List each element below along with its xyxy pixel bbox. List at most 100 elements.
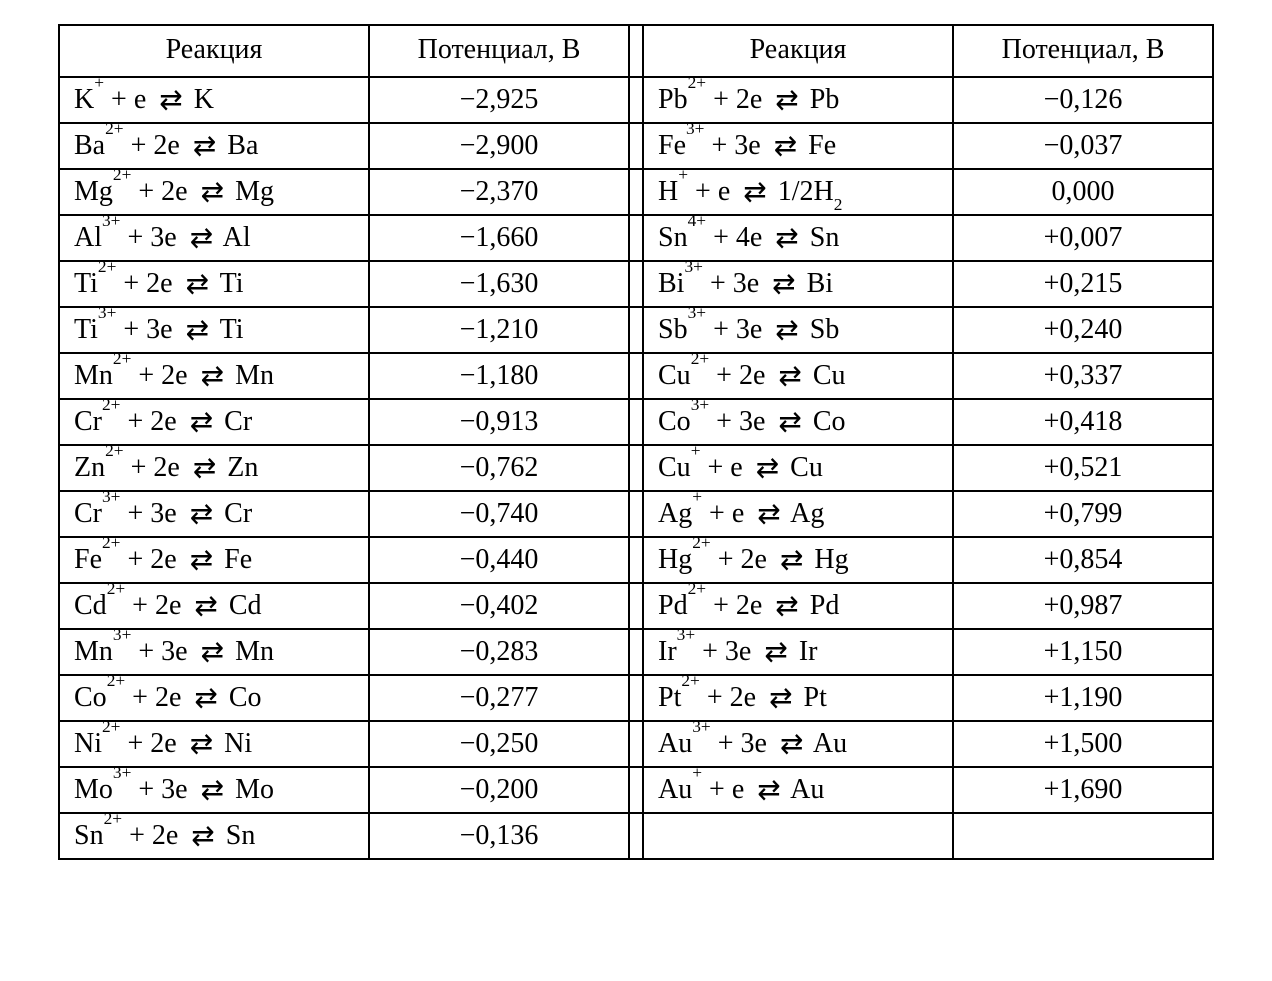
potential-cell: −0,402 bbox=[369, 583, 629, 629]
reaction-cell: Al3+ + 3e ⇄ Al bbox=[59, 215, 369, 261]
table-row: Ni2+ + 2e ⇄ Ni−0,250 Au3+ + 3e ⇄ Au+1,500 bbox=[59, 721, 1213, 767]
potential-cell: +0,240 bbox=[953, 307, 1213, 353]
potential-cell: +1,150 bbox=[953, 629, 1213, 675]
potential-cell: +0,799 bbox=[953, 491, 1213, 537]
potential-cell: −0,250 bbox=[369, 721, 629, 767]
reaction-cell: Pb2+ + 2e ⇄ Pb bbox=[643, 77, 953, 123]
separator-cell bbox=[629, 445, 643, 491]
potential-cell: 0,000 bbox=[953, 169, 1213, 215]
potential-cell: −0,913 bbox=[369, 399, 629, 445]
table-row: Zn2+ + 2e ⇄ Zn−0,762 Cu+ + e ⇄ Cu+0,521 bbox=[59, 445, 1213, 491]
table-row: Cr2+ + 2e ⇄ Cr−0,913 Co3+ + 3e ⇄ Co+0,418 bbox=[59, 399, 1213, 445]
potential-cell: −1,630 bbox=[369, 261, 629, 307]
reaction-cell: Ti2+ + 2e ⇄ Ti bbox=[59, 261, 369, 307]
potential-cell: −2,925 bbox=[369, 77, 629, 123]
table-row: Mn2+ + 2e ⇄ Mn−1,180 Cu2+ + 2e ⇄ Cu+0,337 bbox=[59, 353, 1213, 399]
reaction-cell: Ti3+ + 3e ⇄ Ti bbox=[59, 307, 369, 353]
separator-cell bbox=[629, 629, 643, 675]
potential-cell: +0,215 bbox=[953, 261, 1213, 307]
reaction-cell: Ba2+ + 2e ⇄ Ba bbox=[59, 123, 369, 169]
potential-cell: −1,210 bbox=[369, 307, 629, 353]
reaction-cell: K+ + e ⇄ K bbox=[59, 77, 369, 123]
reaction-cell: Cr2+ + 2e ⇄ Cr bbox=[59, 399, 369, 445]
table-row: Ti3+ + 3e ⇄ Ti−1,210 Sb3+ + 3e ⇄ Sb+0,240 bbox=[59, 307, 1213, 353]
reaction-cell: Sn2+ + 2e ⇄ Sn bbox=[59, 813, 369, 859]
separator-cell bbox=[629, 399, 643, 445]
reaction-cell: Au+ + e ⇄ Au bbox=[643, 767, 953, 813]
potential-cell: −0,200 bbox=[369, 767, 629, 813]
table-row: Al3+ + 3e ⇄ Al−1,660 Sn4+ + 4e ⇄ Sn+0,007 bbox=[59, 215, 1213, 261]
reaction-cell: Sn4+ + 4e ⇄ Sn bbox=[643, 215, 953, 261]
separator-cell bbox=[629, 491, 643, 537]
reaction-cell: Cr3+ + 3e ⇄ Cr bbox=[59, 491, 369, 537]
separator-cell bbox=[629, 77, 643, 123]
reaction-cell: Ni2+ + 2e ⇄ Ni bbox=[59, 721, 369, 767]
potential-cell: −1,180 bbox=[369, 353, 629, 399]
table-body: K+ + e ⇄ K−2,925Pb2+ + 2e ⇄ Pb−0,126Ba2+… bbox=[59, 77, 1213, 859]
reaction-cell: Au3+ + 3e ⇄ Au bbox=[643, 721, 953, 767]
separator-cell bbox=[629, 675, 643, 721]
reaction-cell: Co3+ + 3e ⇄ Co bbox=[643, 399, 953, 445]
table-row: Mn3+ + 3e ⇄ Mn−0,283 Ir3+ + 3e ⇄ Ir+1,150 bbox=[59, 629, 1213, 675]
reaction-cell: Ir3+ + 3e ⇄ Ir bbox=[643, 629, 953, 675]
separator-cell bbox=[629, 813, 643, 859]
potential-cell bbox=[953, 813, 1213, 859]
table-row: Sn2+ + 2e ⇄ Sn−0,136 bbox=[59, 813, 1213, 859]
separator-cell bbox=[629, 353, 643, 399]
reaction-cell: Cd2+ + 2e ⇄ Cd bbox=[59, 583, 369, 629]
reaction-cell: Ag+ + e ⇄ Ag bbox=[643, 491, 953, 537]
potential-cell: +0,987 bbox=[953, 583, 1213, 629]
separator-cell bbox=[629, 169, 643, 215]
reaction-cell: Mg2+ + 2e ⇄ Mg bbox=[59, 169, 369, 215]
reaction-cell: Hg2+ + 2e ⇄ Hg bbox=[643, 537, 953, 583]
separator-cell bbox=[629, 537, 643, 583]
table-row: Mo3+ + 3e ⇄ Mo−0,200Au+ + e ⇄ Au+1,690 bbox=[59, 767, 1213, 813]
reaction-cell: Sb3+ + 3e ⇄ Sb bbox=[643, 307, 953, 353]
potential-cell: −0,037 bbox=[953, 123, 1213, 169]
potential-cell: +1,190 bbox=[953, 675, 1213, 721]
col-header-potential-right: Потенциал, В bbox=[953, 25, 1213, 77]
potential-cell: −0,126 bbox=[953, 77, 1213, 123]
table-row: Ba2+ + 2e ⇄ Ba−2,900 Fe3+ + 3e ⇄ Fe−0,037 bbox=[59, 123, 1213, 169]
table-header-row: Реакция Потенциал, В Реакция Потенциал, … bbox=[59, 25, 1213, 77]
potential-cell: −2,900 bbox=[369, 123, 629, 169]
potential-cell: +0,337 bbox=[953, 353, 1213, 399]
reaction-cell: Cu+ + e ⇄ Cu bbox=[643, 445, 953, 491]
reaction-cell: Pt2+ + 2e ⇄ Pt bbox=[643, 675, 953, 721]
col-header-reaction-left: Реакция bbox=[59, 25, 369, 77]
potential-cell: +0,007 bbox=[953, 215, 1213, 261]
col-header-potential-left: Потенциал, В bbox=[369, 25, 629, 77]
reaction-cell: Cu2+ + 2e ⇄ Cu bbox=[643, 353, 953, 399]
table-row: Fe2+ + 2e ⇄ Fe−0,440 Hg2+ + 2e ⇄ Hg+0,854 bbox=[59, 537, 1213, 583]
potential-cell: −0,740 bbox=[369, 491, 629, 537]
potential-cell: +0,521 bbox=[953, 445, 1213, 491]
potential-cell: −0,440 bbox=[369, 537, 629, 583]
reaction-cell: Bi3+ + 3e ⇄ Bi bbox=[643, 261, 953, 307]
separator-cell bbox=[629, 583, 643, 629]
potential-cell: −0,283 bbox=[369, 629, 629, 675]
table-row: Co2+ + 2e ⇄ Co−0,277 Pt2+ + 2e ⇄ Pt+1,190 bbox=[59, 675, 1213, 721]
reaction-cell: Fe2+ + 2e ⇄ Fe bbox=[59, 537, 369, 583]
reaction-cell bbox=[643, 813, 953, 859]
table-row: Mg2+ + 2e ⇄ Mg−2,370H+ + e ⇄ 1/2H20,000 bbox=[59, 169, 1213, 215]
separator-cell bbox=[629, 307, 643, 353]
potential-cell: +1,500 bbox=[953, 721, 1213, 767]
table-row: Ti2+ + 2e ⇄ Ti−1,630 Bi3+ + 3e ⇄ Bi+0,215 bbox=[59, 261, 1213, 307]
potential-cell: +0,418 bbox=[953, 399, 1213, 445]
separator-cell bbox=[629, 123, 643, 169]
reaction-cell: Mn3+ + 3e ⇄ Mn bbox=[59, 629, 369, 675]
potential-cell: −0,277 bbox=[369, 675, 629, 721]
reaction-cell: H+ + e ⇄ 1/2H2 bbox=[643, 169, 953, 215]
reaction-cell: Co2+ + 2e ⇄ Co bbox=[59, 675, 369, 721]
potential-cell: −0,762 bbox=[369, 445, 629, 491]
reaction-cell: Fe3+ + 3e ⇄ Fe bbox=[643, 123, 953, 169]
reaction-cell: Mn2+ + 2e ⇄ Mn bbox=[59, 353, 369, 399]
potential-cell: +0,854 bbox=[953, 537, 1213, 583]
potential-cell: +1,690 bbox=[953, 767, 1213, 813]
reaction-cell: Zn2+ + 2e ⇄ Zn bbox=[59, 445, 369, 491]
potential-cell: −1,660 bbox=[369, 215, 629, 261]
reaction-cell: Pd2+ + 2e ⇄ Pd bbox=[643, 583, 953, 629]
separator-cell bbox=[629, 261, 643, 307]
electrode-potential-table-wrap: Реакция Потенциал, В Реакция Потенциал, … bbox=[58, 24, 1214, 860]
separator-cell bbox=[629, 767, 643, 813]
